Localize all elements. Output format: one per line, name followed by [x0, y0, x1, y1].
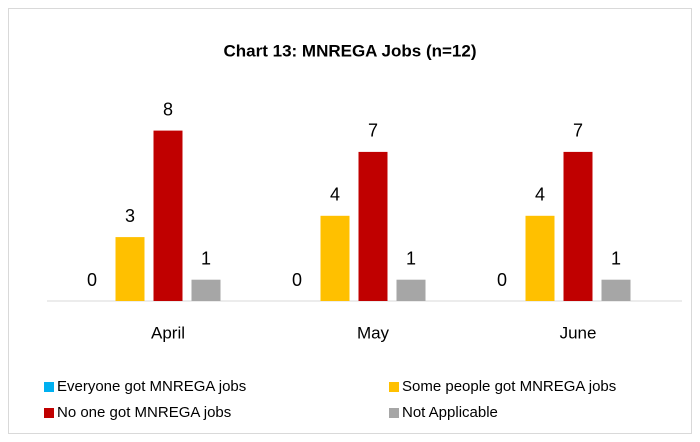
bar: [191, 279, 221, 301]
x-tick-label: June: [560, 323, 597, 342]
data-label: 1: [406, 248, 416, 268]
x-tick-label: April: [151, 323, 185, 342]
x-tick-label: May: [357, 323, 390, 342]
data-label: 4: [330, 185, 340, 205]
legend-label: Everyone got MNREGA jobs: [57, 378, 246, 395]
legend-swatch: [389, 382, 399, 392]
data-label: 3: [125, 206, 135, 226]
bar: [320, 215, 350, 301]
chart-title: Chart 13: MNREGA Jobs (n=12): [224, 41, 477, 60]
legend-swatch: [44, 408, 54, 418]
data-label: 7: [368, 121, 378, 141]
data-label: 0: [292, 270, 302, 290]
bar: [396, 279, 426, 301]
bar: [115, 237, 145, 301]
data-label: 4: [535, 185, 545, 205]
data-label: 1: [201, 248, 211, 268]
bar: [601, 279, 631, 301]
data-label: 0: [497, 270, 507, 290]
legend-label: No one got MNREGA jobs: [57, 404, 231, 421]
data-label: 7: [573, 121, 583, 141]
data-label: 0: [87, 270, 97, 290]
legend-swatch: [44, 382, 54, 392]
bar: [563, 151, 593, 301]
bar: [153, 130, 183, 301]
legend-label: Not Applicable: [402, 404, 498, 421]
bar: [358, 151, 388, 301]
data-label: 1: [611, 248, 621, 268]
legend-swatch: [389, 408, 399, 418]
data-label: 8: [163, 99, 173, 119]
bar: [525, 215, 555, 301]
legend-label: Some people got MNREGA jobs: [402, 378, 616, 395]
